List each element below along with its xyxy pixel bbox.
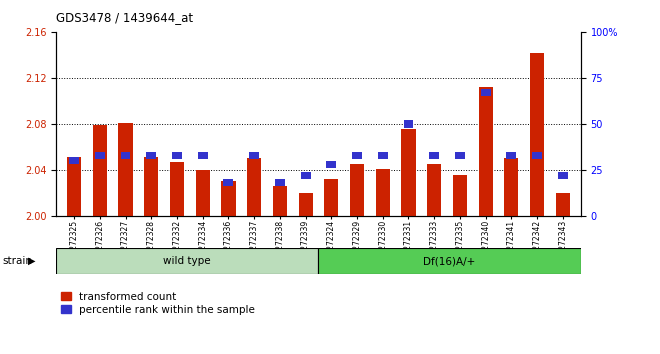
Bar bbox=[453, 175, 467, 216]
Bar bbox=[95, 152, 105, 159]
Bar bbox=[478, 87, 493, 216]
Text: GDS3478 / 1439644_at: GDS3478 / 1439644_at bbox=[56, 11, 193, 24]
Bar bbox=[401, 129, 416, 216]
Bar bbox=[326, 161, 336, 168]
Bar bbox=[429, 152, 439, 159]
Text: wild type: wild type bbox=[164, 256, 211, 266]
Bar bbox=[56, 248, 319, 274]
Bar bbox=[144, 157, 158, 216]
Bar bbox=[67, 157, 81, 216]
Bar bbox=[350, 164, 364, 216]
Bar bbox=[324, 179, 339, 216]
Bar bbox=[532, 152, 542, 159]
Bar bbox=[93, 125, 107, 216]
Bar bbox=[558, 172, 568, 179]
Bar bbox=[504, 159, 518, 216]
Legend: transformed count, percentile rank within the sample: transformed count, percentile rank withi… bbox=[61, 292, 255, 315]
Bar bbox=[480, 89, 490, 96]
Bar bbox=[195, 170, 210, 216]
Bar bbox=[427, 164, 442, 216]
Bar bbox=[121, 152, 131, 159]
Bar bbox=[319, 248, 581, 274]
Bar bbox=[119, 123, 133, 216]
Bar bbox=[224, 179, 234, 187]
Bar bbox=[172, 152, 182, 159]
Bar bbox=[147, 152, 156, 159]
Bar bbox=[403, 120, 413, 127]
Bar bbox=[247, 159, 261, 216]
Text: Df(16)A/+: Df(16)A/+ bbox=[424, 256, 476, 266]
Bar bbox=[530, 53, 544, 216]
Bar bbox=[221, 182, 236, 216]
Bar bbox=[273, 186, 287, 216]
Text: ▶: ▶ bbox=[28, 256, 35, 266]
Bar bbox=[198, 152, 208, 159]
Bar bbox=[249, 152, 259, 159]
Bar bbox=[298, 193, 313, 216]
Bar bbox=[275, 179, 285, 187]
Bar bbox=[376, 169, 390, 216]
Bar bbox=[69, 157, 79, 164]
Text: strain: strain bbox=[2, 256, 32, 266]
Bar bbox=[301, 172, 311, 179]
Bar bbox=[170, 162, 184, 216]
Bar bbox=[556, 193, 570, 216]
Bar bbox=[378, 152, 387, 159]
Bar bbox=[352, 152, 362, 159]
Bar bbox=[506, 152, 516, 159]
Bar bbox=[455, 152, 465, 159]
